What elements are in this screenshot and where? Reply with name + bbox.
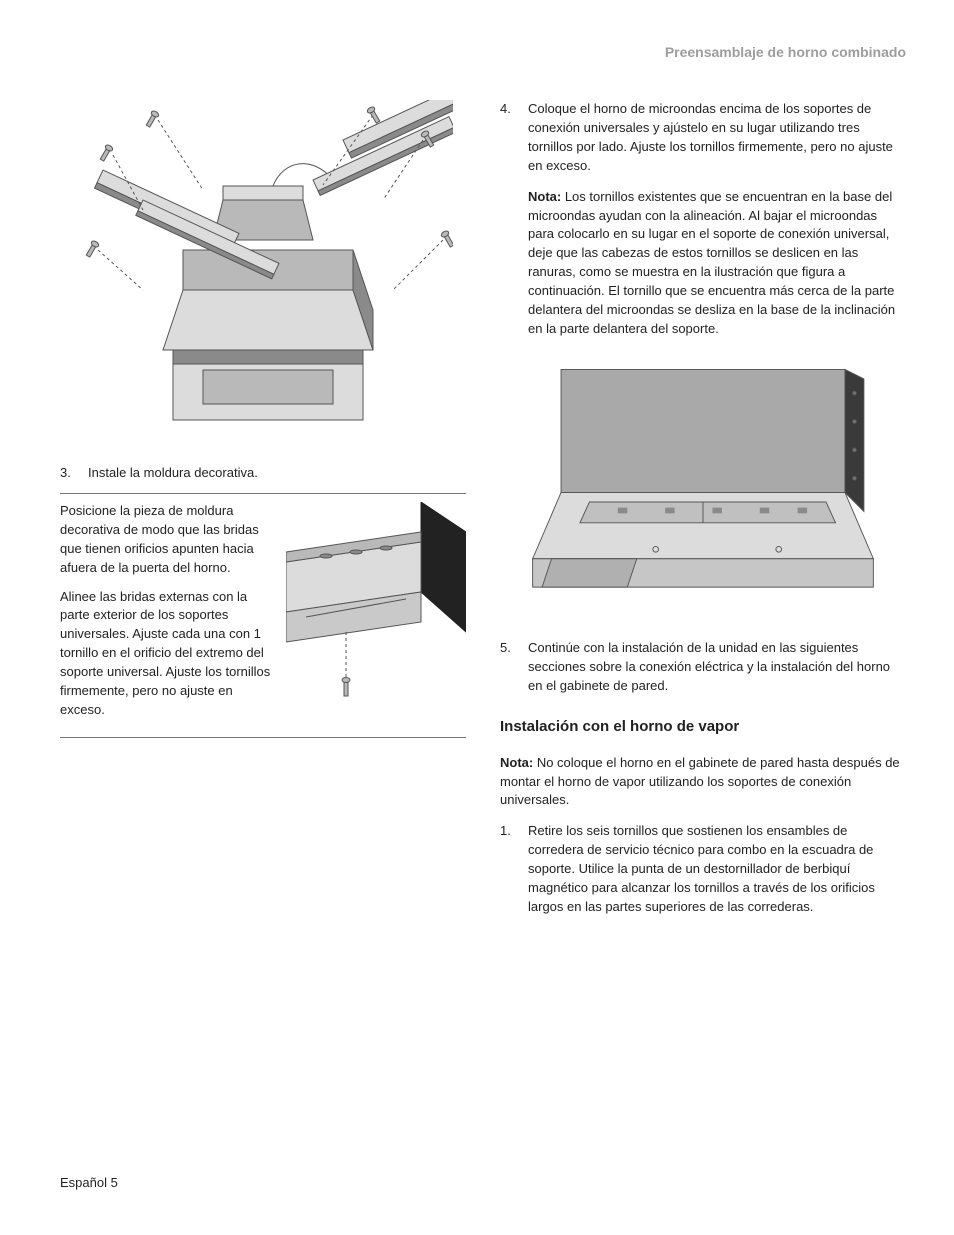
page-footer: Español 5 xyxy=(60,1174,118,1193)
section-note-text: No coloque el horno en el gabinete de pa… xyxy=(500,755,900,808)
trim-text: Posicione la pieza de moldura decorativa… xyxy=(60,502,272,729)
step-5-number: 5. xyxy=(500,639,516,696)
trim-p1: Posicione la pieza de moldura decorativa… xyxy=(60,502,272,577)
step-3-text: Instale la moldura decorativa. xyxy=(88,464,466,483)
step-4-note-label: Nota: xyxy=(528,189,561,204)
step-4-text: Coloque el horno de microondas encima de… xyxy=(528,100,906,175)
figure-trim xyxy=(286,502,466,729)
left-column: 3. Instale la moldura decorativa. Posici… xyxy=(60,100,466,926)
vapor-step-1-text: Retire los seis tornillos que sostienen … xyxy=(528,822,906,916)
trim-instruction-box: Posicione la pieza de moldura decorativa… xyxy=(60,493,466,738)
step-5-text: Continúe con la instalación de la unidad… xyxy=(528,639,906,696)
exploded-svg xyxy=(73,100,453,450)
microwave-svg xyxy=(523,360,883,625)
step-4-note-text: Los tornillos existentes que se encuentr… xyxy=(528,189,895,336)
right-column: 4. Coloque el horno de microondas encima… xyxy=(500,100,906,926)
content-columns: 3. Instale la moldura decorativa. Posici… xyxy=(60,100,906,926)
step-3-number: 3. xyxy=(60,464,76,483)
step-3: 3. Instale la moldura decorativa. xyxy=(60,464,466,483)
trim-svg xyxy=(286,502,466,702)
section-note: Nota: No coloque el horno en el gabinete… xyxy=(500,754,906,811)
section-note-label: Nota: xyxy=(500,755,533,770)
figure-microwave-underside xyxy=(500,360,906,625)
section-heading: Instalación con el horno de vapor xyxy=(500,716,906,738)
step-5: 5. Continúe con la instalación de la uni… xyxy=(500,639,906,696)
step-4: 4. Coloque el horno de microondas encima… xyxy=(500,100,906,350)
trim-p2: Alinee las bridas externas con la parte … xyxy=(60,588,272,720)
header-title: Preensamblaje de horno combinado xyxy=(665,44,906,60)
step-4-number: 4. xyxy=(500,100,516,350)
vapor-step-1-number: 1. xyxy=(500,822,516,916)
step-4-note: Nota: Los tornillos existentes que se en… xyxy=(528,188,906,339)
vapor-step-1: 1. Retire los seis tornillos que sostien… xyxy=(500,822,906,916)
step-4-body: Coloque el horno de microondas encima de… xyxy=(528,100,906,350)
page-number: Español 5 xyxy=(60,1175,118,1190)
page-header: Preensamblaje de horno combinado xyxy=(60,42,906,62)
figure-exploded-assembly xyxy=(60,100,466,450)
